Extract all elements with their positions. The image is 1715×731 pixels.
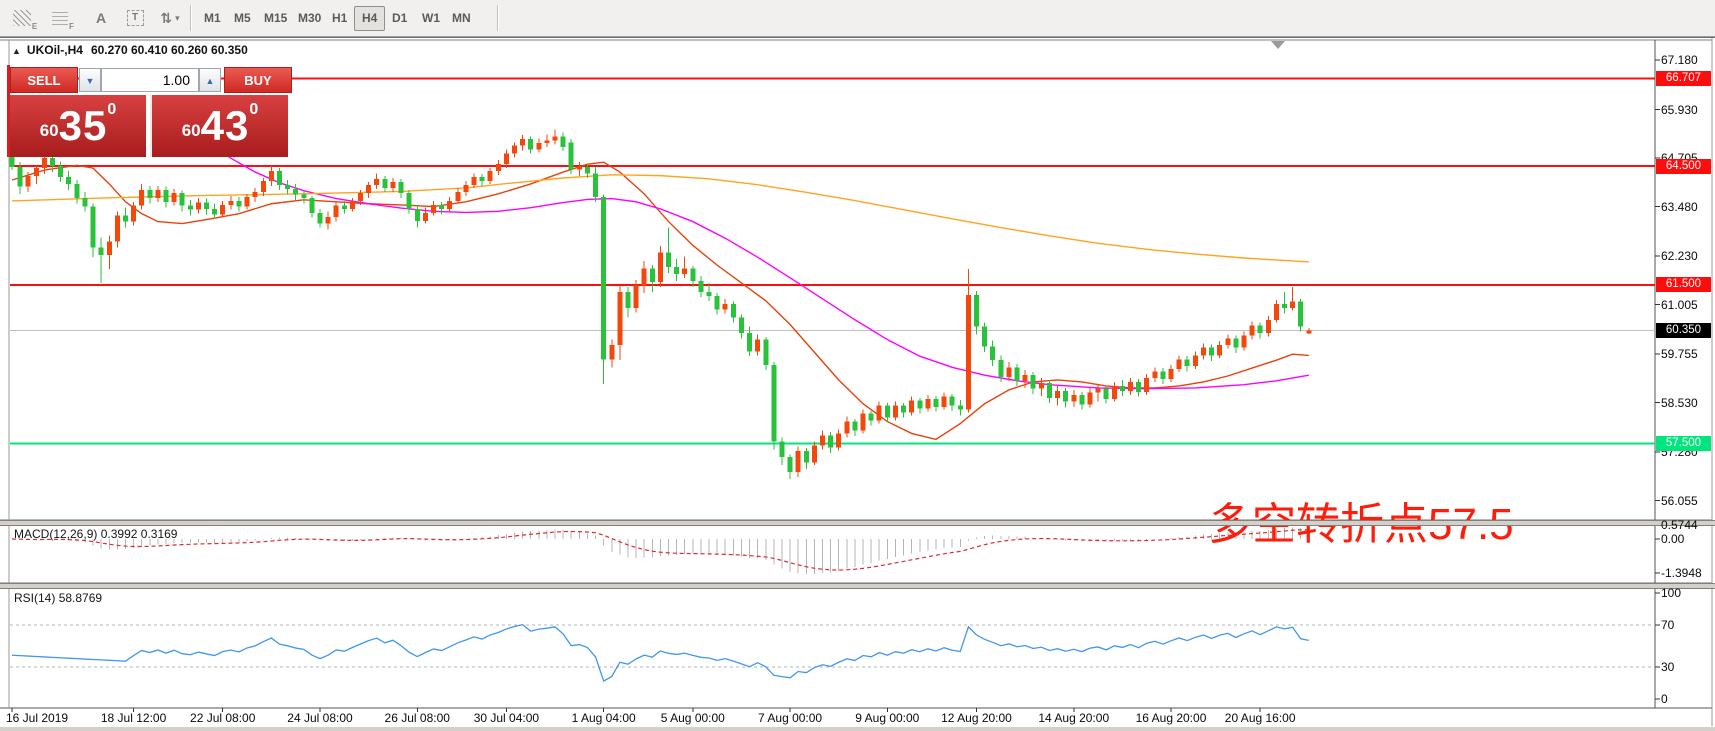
macd-histogram [19,527,1310,575]
price-axis-tick: 61.005 [1661,297,1698,312]
collapse-arrow-icon[interactable]: ▲ [12,46,21,56]
macd-main-value: 0.3992 [100,527,138,541]
time-axis-label: 18 Jul 12:00 [100,711,167,725]
chart-title: ▲ UKOil-,H4 60.270 60.410 60.260 60.350 [12,43,248,57]
timeframe-button-m1[interactable]: M1 [204,11,221,25]
ma-medium-line [206,140,1309,390]
time-axis-label: 12 Aug 20:00 [941,711,1012,725]
toolbar-separator [190,5,192,31]
timeframe-button-d1[interactable]: D1 [392,11,408,25]
symbol-period-label: UKOil-,H4 [26,43,83,57]
axis-tick-marks [11,59,1660,712]
ohlc-values: 60.270 60.410 60.260 60.350 [90,43,248,57]
expert-hatch-icon[interactable]: E [12,5,38,31]
fibo-grid-icon[interactable]: F [50,5,76,31]
chevron-down-icon: ▾ [175,12,180,23]
sell-price-display[interactable]: 60350 [10,95,146,157]
rsi-levels [10,624,1655,668]
timeframe-button-h1[interactable]: H1 [332,11,348,25]
rsi-axis-tick: 70 [1661,617,1675,632]
price-axis-tick: 56.055 [1661,493,1698,508]
panel-splitter[interactable] [0,583,1715,589]
macd-axis-tick: 0.00 [1661,532,1685,546]
price-axis-tick: 59.755 [1661,347,1698,362]
price-axis-tick: 67.180 [1661,53,1698,67]
rsi-axis-tick: 100 [1661,586,1682,600]
time-axis-label: 16 Jul 2019 [6,711,69,725]
price-badge-60.350: 60.350 [1656,322,1711,338]
price-badge-57.500: 57.500 [1656,435,1711,451]
price-axis-tick: 58.530 [1661,395,1698,410]
rsi-value: 58.8769 [58,591,103,605]
price-axis-tick: 62.230 [1661,249,1698,264]
volume-input[interactable] [101,68,199,92]
candles-layer [9,129,1312,479]
timeframe-button-m15[interactable]: M15 [264,11,288,25]
macd-label: MACD(12,26,9) 0.3992 0.3169 [14,527,178,541]
macd-axis-tick: 0.5744 [1661,518,1698,533]
time-axis-label: 20 Aug 16:00 [1224,711,1296,725]
toolbar: E F A T ⇅ ▾ M1 M5 M15 M30 H1 H4 D1 W1 MN [0,0,1715,37]
timeframe-button-h4[interactable]: H4 [354,6,386,31]
time-axis-label: 16 Aug 20:00 [1135,711,1207,725]
time-axis-label: 14 Aug 20:00 [1038,711,1110,725]
macd-signal-value: 0.3169 [140,527,178,541]
trade-panel-accent [7,65,10,157]
buy-button[interactable]: BUY [224,67,292,93]
volume-increase-button[interactable]: ▲ [199,68,221,92]
buy-price-display[interactable]: 60430 [150,95,288,157]
rsi-label: RSI(14) 58.8769 [14,591,103,605]
price-axis-tick: 65.930 [1661,102,1698,117]
time-axis-label: 1 Aug 04:00 [571,711,636,725]
chart-window: ▲ UKOil-,H4 60.270 60.410 60.260 60.350 SE… [0,37,1715,731]
macd-axis-tick: -1.3948 [1661,565,1702,580]
timeframe-button-mn[interactable]: MN [452,11,471,25]
toolbar-separator [497,5,499,31]
timeframe-button-m30[interactable]: M30 [298,11,322,25]
price-axis-tick: 63.480 [1661,199,1698,214]
window-bottom-edge [0,726,1715,731]
text-box-icon[interactable]: T [122,5,148,31]
chart-shift-marker-icon[interactable] [1271,41,1285,49]
rsi-line [11,623,1309,682]
price-badge-64.500: 64.500 [1656,158,1711,174]
time-axis-label: 5 Aug 00:00 [660,711,725,725]
time-axis-label: 24 Jul 08:00 [287,711,353,725]
sort-arrows-icon[interactable]: ⇅ ▾ [160,9,180,26]
timeframe-button-w1[interactable]: W1 [422,11,440,25]
text-label-icon[interactable]: A [95,10,107,26]
time-axis-label: 22 Jul 08:00 [190,711,256,725]
time-axis-label: 9 Aug 00:00 [855,711,920,725]
panel-splitter[interactable] [0,520,1715,526]
rsi-axis-tick: 0 [1661,692,1668,706]
time-axis-label: 30 Jul 04:00 [473,711,540,725]
price-badge-66.707: 66.707 [1656,71,1711,87]
macd-signal-line [11,529,1309,571]
volume-dropdown-button[interactable]: ▼ [79,68,101,92]
timeframe-button-m5[interactable]: M5 [234,11,251,25]
time-axis-label: 7 Aug 00:00 [758,711,823,725]
sell-button[interactable]: SELL [10,67,78,93]
price-badge-61.500: 61.500 [1656,277,1711,293]
time-axis-label: 26 Jul 08:00 [384,711,450,725]
rsi-axis-tick: 30 [1661,660,1675,675]
